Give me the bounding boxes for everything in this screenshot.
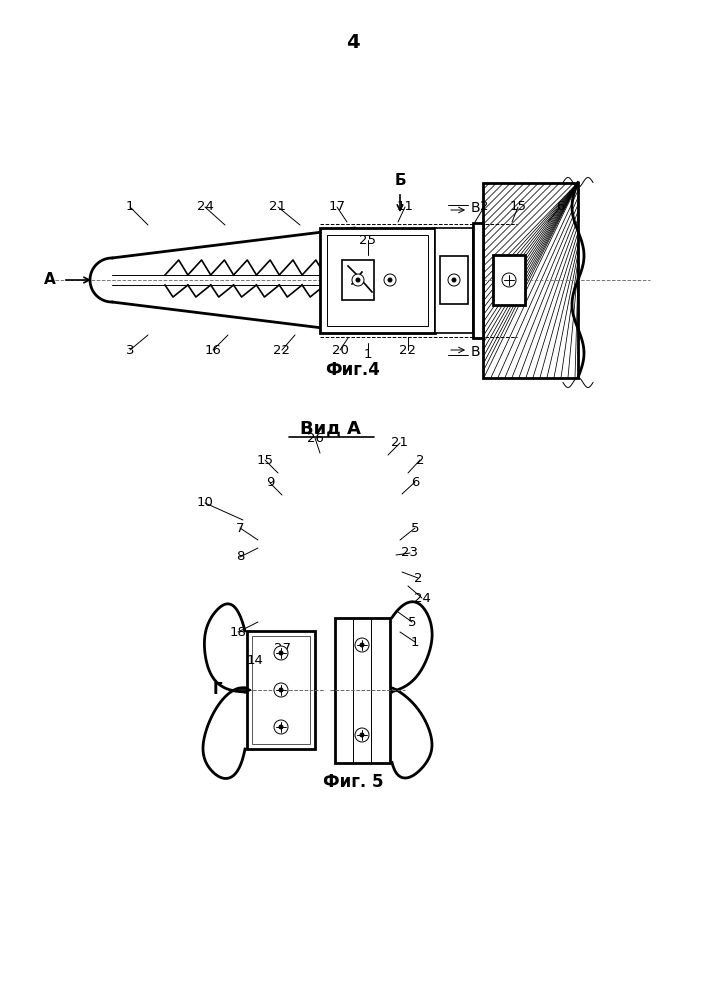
Text: 2: 2 xyxy=(414,572,422,584)
Text: 22: 22 xyxy=(274,344,291,357)
Text: 14: 14 xyxy=(247,654,264,666)
Text: Б: Б xyxy=(395,173,406,188)
Bar xyxy=(252,636,310,744)
Circle shape xyxy=(502,273,516,287)
Text: 21: 21 xyxy=(269,200,286,214)
Text: 6: 6 xyxy=(411,476,419,488)
Bar xyxy=(435,228,473,332)
Bar xyxy=(320,228,435,332)
Text: 26: 26 xyxy=(307,432,323,444)
Text: 23: 23 xyxy=(402,546,419,560)
Circle shape xyxy=(360,733,364,737)
Text: 4: 4 xyxy=(346,32,360,51)
Bar xyxy=(335,617,390,762)
Circle shape xyxy=(274,720,288,734)
Text: В: В xyxy=(471,201,481,215)
Text: 1: 1 xyxy=(126,200,134,214)
Circle shape xyxy=(352,274,364,286)
Text: 21: 21 xyxy=(392,436,409,450)
Circle shape xyxy=(355,638,369,652)
Text: 17: 17 xyxy=(329,200,346,214)
Text: 20: 20 xyxy=(332,344,349,357)
Text: 27: 27 xyxy=(274,642,291,654)
Circle shape xyxy=(279,651,283,655)
Text: 24: 24 xyxy=(414,591,431,604)
Text: 1: 1 xyxy=(363,349,373,361)
Circle shape xyxy=(356,278,360,282)
Text: 5: 5 xyxy=(408,615,416,629)
Bar xyxy=(342,260,374,300)
Text: A: A xyxy=(45,272,56,288)
Circle shape xyxy=(452,278,456,282)
Text: 8: 8 xyxy=(236,550,244,564)
Circle shape xyxy=(274,683,288,697)
Bar xyxy=(493,255,525,305)
Text: 2: 2 xyxy=(480,200,489,214)
Bar xyxy=(247,631,315,749)
Text: 3: 3 xyxy=(126,344,134,357)
Text: 15: 15 xyxy=(257,454,274,466)
Text: 1: 1 xyxy=(411,636,419,648)
Text: 5: 5 xyxy=(411,522,419,534)
Bar xyxy=(440,256,468,304)
Circle shape xyxy=(355,728,369,742)
Text: 9: 9 xyxy=(266,477,274,489)
Text: 2: 2 xyxy=(416,454,424,466)
Bar xyxy=(483,182,578,377)
Text: Фиг.4: Фиг.4 xyxy=(325,361,380,379)
Text: 10: 10 xyxy=(197,496,214,510)
Circle shape xyxy=(279,725,283,729)
Text: 7: 7 xyxy=(235,522,244,534)
Text: 25: 25 xyxy=(359,233,377,246)
Text: 16: 16 xyxy=(204,344,221,357)
Bar xyxy=(473,223,483,338)
Text: 22: 22 xyxy=(399,344,416,357)
Text: 6: 6 xyxy=(556,200,564,214)
Text: В: В xyxy=(471,345,481,359)
Text: 18: 18 xyxy=(230,626,247,639)
Text: 11: 11 xyxy=(397,200,414,214)
Text: Вид А: Вид А xyxy=(300,419,361,437)
Text: Фиг. 5: Фиг. 5 xyxy=(323,773,383,791)
Circle shape xyxy=(384,274,396,286)
Circle shape xyxy=(279,688,283,692)
Circle shape xyxy=(388,278,392,282)
Circle shape xyxy=(360,643,364,647)
Circle shape xyxy=(274,646,288,660)
Bar xyxy=(327,234,428,326)
Text: 15: 15 xyxy=(510,200,527,214)
Text: Г: Г xyxy=(212,682,222,698)
Text: 24: 24 xyxy=(197,200,214,214)
